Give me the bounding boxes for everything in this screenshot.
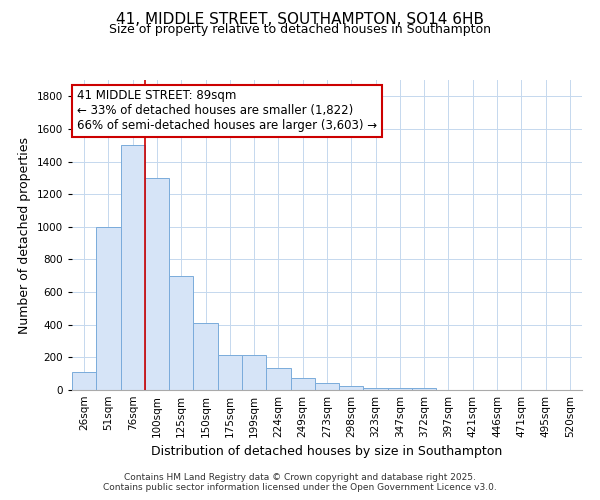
Bar — [145, 178, 169, 390]
Bar — [315, 384, 339, 390]
Bar — [412, 388, 436, 390]
Bar — [72, 372, 96, 390]
Text: 41, MIDDLE STREET, SOUTHAMPTON, SO14 6HB: 41, MIDDLE STREET, SOUTHAMPTON, SO14 6HB — [116, 12, 484, 28]
Bar — [96, 227, 121, 390]
Bar — [364, 388, 388, 390]
Text: Size of property relative to detached houses in Southampton: Size of property relative to detached ho… — [109, 24, 491, 36]
Bar — [290, 378, 315, 390]
Bar — [193, 323, 218, 390]
Y-axis label: Number of detached properties: Number of detached properties — [18, 136, 31, 334]
Bar — [388, 388, 412, 390]
Bar — [266, 368, 290, 390]
Bar — [339, 386, 364, 390]
X-axis label: Distribution of detached houses by size in Southampton: Distribution of detached houses by size … — [151, 446, 503, 458]
Bar — [218, 355, 242, 390]
Bar — [121, 146, 145, 390]
Text: Contains HM Land Registry data © Crown copyright and database right 2025.: Contains HM Land Registry data © Crown c… — [124, 473, 476, 482]
Text: Contains public sector information licensed under the Open Government Licence v3: Contains public sector information licen… — [103, 483, 497, 492]
Text: 41 MIDDLE STREET: 89sqm
← 33% of detached houses are smaller (1,822)
66% of semi: 41 MIDDLE STREET: 89sqm ← 33% of detache… — [77, 90, 377, 132]
Bar — [169, 276, 193, 390]
Bar — [242, 355, 266, 390]
